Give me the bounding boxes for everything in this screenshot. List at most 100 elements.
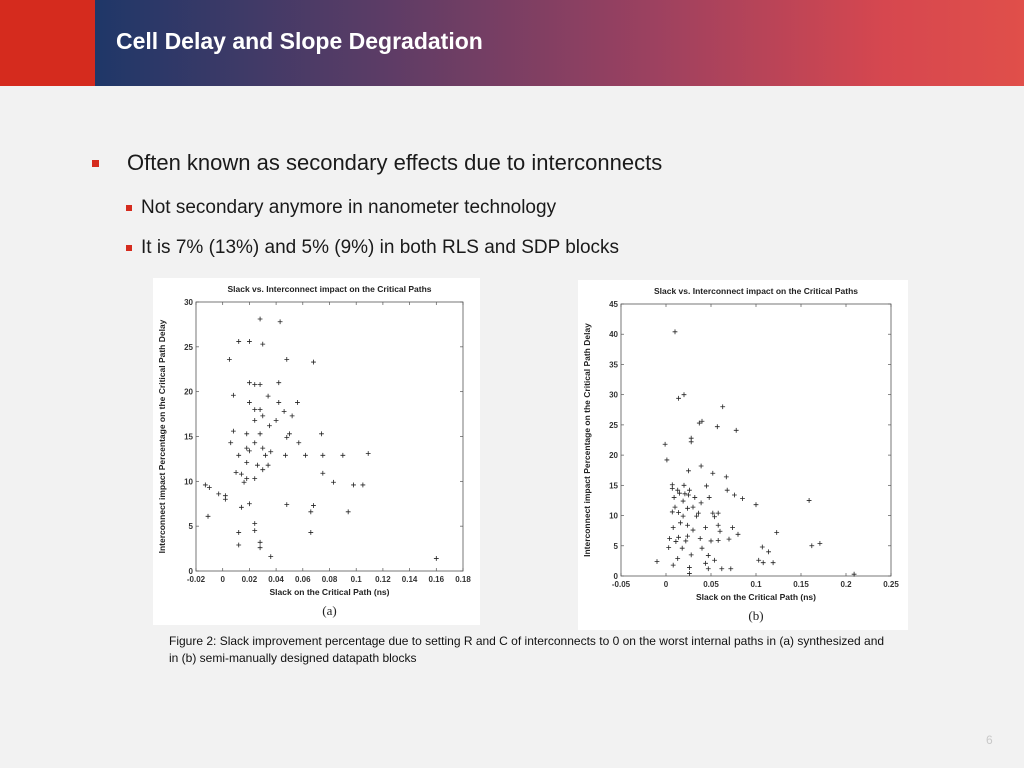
data-point-plus <box>760 560 766 566</box>
data-point-plus <box>303 452 308 458</box>
data-point-plus <box>724 487 730 493</box>
data-point-plus <box>247 380 252 386</box>
data-point-plus <box>311 359 316 365</box>
data-point-plus <box>276 400 282 405</box>
data-point-plus <box>331 479 336 485</box>
data-point-plus <box>692 495 698 500</box>
data-point-plus <box>252 417 258 423</box>
figure-caption: Figure 2: Slack improvement percentage d… <box>169 634 885 665</box>
data-point-plus <box>706 495 712 500</box>
data-point-plus <box>284 502 290 508</box>
y-tick-label: 15 <box>609 481 618 490</box>
data-point-plus <box>206 485 212 491</box>
data-point-plus <box>672 504 678 510</box>
data-point-plus <box>265 462 271 468</box>
data-point-plus <box>714 424 720 430</box>
data-point-plus <box>257 382 263 387</box>
data-point-plus <box>365 451 371 456</box>
data-point-plus <box>686 468 691 474</box>
data-point-plus <box>685 522 690 528</box>
data-point-plus <box>236 542 242 548</box>
data-point-plus <box>687 487 692 493</box>
data-point-plus <box>720 404 726 410</box>
y-tick-label: 30 <box>184 298 193 307</box>
data-point-plus <box>226 356 232 362</box>
x-tick-label: 0.14 <box>402 575 418 584</box>
data-point-plus <box>687 565 692 570</box>
x-tick-label: 0.08 <box>322 575 338 584</box>
data-point-plus <box>681 392 687 398</box>
chart-sublabel: (a) <box>322 603 336 618</box>
data-point-plus <box>667 536 672 541</box>
y-tick-label: 20 <box>609 451 618 460</box>
data-point-plus <box>740 496 745 502</box>
data-point-plus <box>676 395 681 401</box>
data-point-plus <box>685 533 690 539</box>
data-point-plus <box>688 552 694 558</box>
data-point-plus <box>205 513 211 519</box>
data-point-plus <box>756 557 762 563</box>
data-point-plus <box>735 531 741 537</box>
data-point-plus <box>676 510 681 515</box>
data-point-plus <box>281 408 287 414</box>
x-axis-label: Slack on the Critical Path (ns) <box>270 587 390 597</box>
data-point-plus <box>236 452 242 458</box>
data-point-plus <box>247 339 252 344</box>
data-point-plus <box>694 513 699 519</box>
x-tick-label: 0.06 <box>295 575 311 584</box>
y-tick-label: 0 <box>614 572 619 581</box>
data-point-plus <box>284 356 290 362</box>
data-point-plus <box>252 440 258 446</box>
data-point-plus <box>277 319 283 325</box>
data-point-plus <box>260 467 266 473</box>
y-tick-label: 20 <box>184 388 193 397</box>
header-bar: Cell Delay and Slope Degradation <box>0 0 1024 86</box>
data-point-plus <box>677 490 682 496</box>
data-point-plus <box>809 543 815 549</box>
data-point-plus <box>690 527 696 533</box>
data-point-plus <box>698 463 704 469</box>
data-point-plus <box>681 482 687 488</box>
x-tick-label: 0.12 <box>375 575 391 584</box>
data-point-plus <box>678 520 683 526</box>
data-point-plus <box>719 566 725 572</box>
y-tick-label: 0 <box>189 567 194 576</box>
plot-frame <box>195 301 464 572</box>
data-point-plus <box>244 431 250 437</box>
data-point-plus <box>730 525 735 531</box>
data-point-plus <box>673 539 679 544</box>
data-point-plus <box>296 440 302 446</box>
data-point-plus <box>680 498 686 504</box>
data-point-plus <box>238 471 244 477</box>
square-bullet-icon <box>92 159 99 167</box>
y-tick-label: 5 <box>189 522 194 531</box>
data-point-plus <box>683 538 689 544</box>
data-point-plus <box>255 462 260 468</box>
data-point-plus <box>230 392 236 398</box>
data-point-plus <box>712 557 717 563</box>
data-point-plus <box>257 545 263 551</box>
data-point-plus <box>726 536 732 542</box>
data-point-plus <box>257 431 263 437</box>
x-tick-label: 0.1 <box>351 575 363 584</box>
chart-title: Slack vs. Interconnect impact on the Cri… <box>227 284 431 294</box>
x-tick-label: 0.1 <box>750 580 762 589</box>
data-point-plus <box>699 545 705 551</box>
slide-title: Cell Delay and Slope Degradation <box>116 28 483 54</box>
data-point-plus <box>289 413 295 419</box>
bullet-level2: It is 7% (13%) and 5% (9%) in both RLS a… <box>126 237 619 259</box>
data-point-plus <box>715 537 721 543</box>
data-point-plus <box>360 482 366 488</box>
data-point-plus <box>672 329 678 335</box>
data-point-plus <box>257 316 263 322</box>
page-number: 6 <box>986 733 993 747</box>
chart-sublabel: (b) <box>748 608 763 623</box>
data-point-plus <box>671 495 677 500</box>
data-point-plus <box>759 544 765 550</box>
x-tick-label: 0.15 <box>793 580 809 589</box>
scatter-chart-a: Slack vs. Interconnect impact on the Cri… <box>153 278 480 625</box>
data-point-plus <box>247 448 252 454</box>
data-point-plus <box>252 476 258 482</box>
x-tick-label: 0.05 <box>703 580 719 589</box>
header-gradient <box>95 0 1024 86</box>
